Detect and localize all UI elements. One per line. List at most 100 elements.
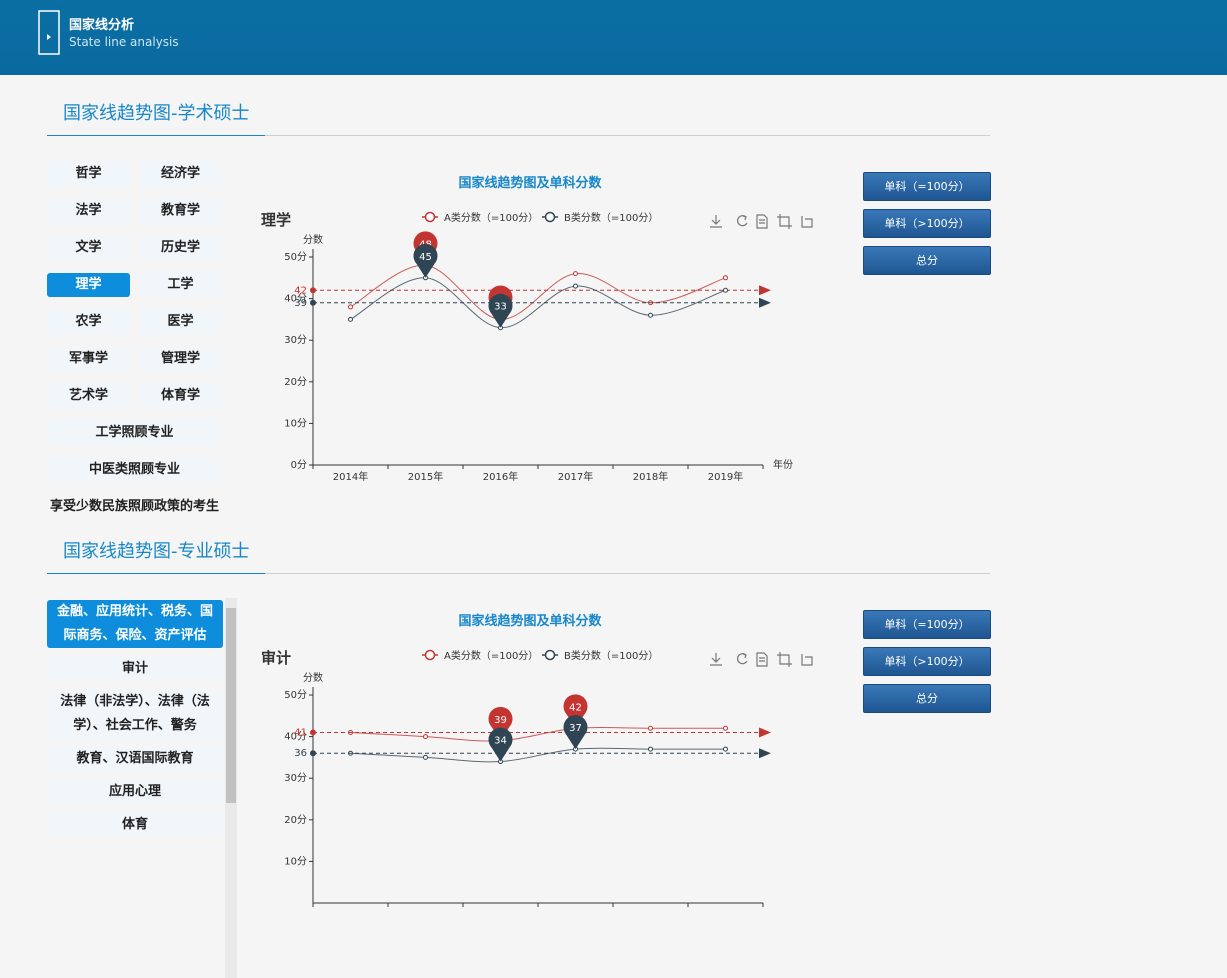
subject-list: 哲学 经济学 法学 教育学 文学 历史学 理学 工学 农学 医学 军事学 管理学 艺术学 体育学工学照顾专… (47, 162, 222, 519)
legend-label: B类分数（=100分） (564, 211, 658, 224)
legend-label: B类分数（=100分） (564, 649, 658, 662)
score-button[interactable]: 单科（>100分） (863, 647, 991, 676)
data-point (723, 725, 728, 731)
mark-pin-label: 39 (494, 715, 507, 726)
mark-pin-label: 34 (494, 736, 507, 747)
scrollbar-thumb (226, 608, 236, 803)
mark-pin-label: 37 (569, 723, 582, 734)
button-group: 单科（=100分） 单科（>100分） 总分 (863, 610, 991, 721)
subject-button[interactable]: 中医类照顾专业 (47, 458, 222, 482)
average-arrow (759, 297, 771, 308)
tool-dataview (756, 214, 768, 229)
score-button[interactable]: 总分 (863, 246, 991, 275)
section-rule-accent (47, 573, 265, 574)
mark-pin-label: 33 (494, 302, 507, 313)
chart-subject: 理学 (261, 211, 291, 229)
series-line (350, 277, 726, 329)
header-subtitle: State line analysis (69, 35, 179, 49)
data-point (723, 287, 728, 293)
data-point (423, 734, 428, 740)
mark-pin-label: 42 (569, 702, 582, 713)
average-arrow (759, 748, 771, 759)
tool-dataview (756, 652, 768, 667)
data-point (423, 754, 428, 760)
average-arrow (759, 285, 771, 296)
subject-button[interactable]: 医学 (139, 310, 222, 334)
subject-button[interactable]: 理学 (47, 273, 130, 297)
subject-button[interactable]: 教育学 (139, 199, 222, 223)
subject-button[interactable]: 工学照顾专业 (47, 421, 222, 445)
legend-label: A类分数（=100分） (444, 211, 538, 224)
data-point (723, 746, 728, 752)
subject-button[interactable]: 军事学 (47, 347, 130, 371)
subject-button[interactable]: 审计 (47, 657, 223, 681)
x-tick-label: 2019年 (708, 470, 743, 483)
subject-button[interactable]: 法学 (47, 199, 130, 223)
y-tick-label: 50分 (284, 251, 307, 263)
data-point (723, 275, 728, 281)
subject-button[interactable]: 体育 (47, 813, 223, 837)
toolbox (710, 652, 813, 667)
series-line (350, 726, 726, 742)
y-tick-label: 20分 (284, 376, 307, 388)
y-tick-label: 30分 (284, 334, 307, 346)
subject-button[interactable]: 文学 (47, 236, 130, 260)
average-label: 42 (294, 285, 307, 296)
header-title: 国家线分析 (69, 18, 135, 33)
subject-button[interactable]: 教育、汉语国际教育 (47, 747, 223, 771)
mark-pin (563, 694, 588, 729)
legend-symbol (424, 649, 436, 661)
subject-button[interactable]: 管理学 (139, 347, 222, 371)
data-point (573, 283, 578, 289)
subject-button[interactable]: 法律（非法学）、法律（法学）、社会工作、警务 (47, 690, 223, 738)
subject-button[interactable]: 工学 (139, 273, 222, 297)
legend-symbol (544, 211, 556, 223)
x-tick-label: 2016年 (483, 470, 518, 483)
subject-button[interactable]: 历史学 (139, 236, 222, 260)
tool-refresh (737, 653, 748, 665)
tool-restore (801, 216, 813, 228)
legend-symbol (544, 649, 556, 661)
mark-pin (488, 706, 513, 741)
subject-button[interactable]: 艺术学 (47, 384, 130, 408)
header: 国家线分析 State line analysis (0, 0, 1227, 75)
mark-pin-label: 45 (419, 252, 432, 263)
mark-pin (488, 727, 513, 762)
y-tick-label: 50分 (284, 689, 307, 701)
x-axis-name: 年份 (773, 458, 793, 471)
score-button[interactable]: 单科（=100分） (863, 610, 991, 639)
mark-pin (488, 293, 513, 328)
data-point (348, 316, 353, 322)
tool-zoom (777, 214, 792, 229)
button-group: 单科（=100分） 单科（>100分） 总分 (863, 172, 991, 283)
y-axis-name: 分数 (303, 671, 323, 684)
average-label: 41 (294, 727, 307, 738)
data-point (348, 304, 353, 310)
chart-title: 国家线趋势图及单科分数 (458, 613, 602, 629)
tool-download (710, 653, 722, 666)
y-tick-label: 10分 (284, 417, 307, 429)
section-rule (47, 135, 990, 136)
subject-button[interactable]: 享受少数民族照顾政策的考生 (49, 499, 219, 514)
score-button[interactable]: 单科（=100分） (863, 172, 991, 201)
average-label: 36 (294, 748, 307, 759)
mark-pin (413, 243, 438, 278)
series-line (350, 747, 726, 763)
x-tick-label: 2017年 (558, 470, 593, 483)
subject-button[interactable]: 应用心理 (47, 780, 223, 804)
average-label: 39 (294, 298, 307, 309)
x-tick-label: 2018年 (633, 470, 668, 483)
y-tick-label: 10分 (284, 855, 307, 867)
subject-button[interactable]: 经济学 (139, 162, 222, 186)
subject-button[interactable]: 金融、应用统计、税务、国际商务、保险、资产评估 (47, 600, 223, 648)
score-button[interactable]: 总分 (863, 684, 991, 713)
subject-button[interactable]: 农学 (47, 310, 130, 334)
y-tick-label: 30分 (284, 772, 307, 784)
score-button[interactable]: 单科（>100分） (863, 209, 991, 238)
series-line (350, 264, 726, 320)
subject-button[interactable]: 哲学 (47, 162, 130, 186)
data-point (648, 312, 653, 318)
x-tick-label: 2015年 (408, 470, 443, 483)
subject-button[interactable]: 体育学 (139, 384, 222, 408)
